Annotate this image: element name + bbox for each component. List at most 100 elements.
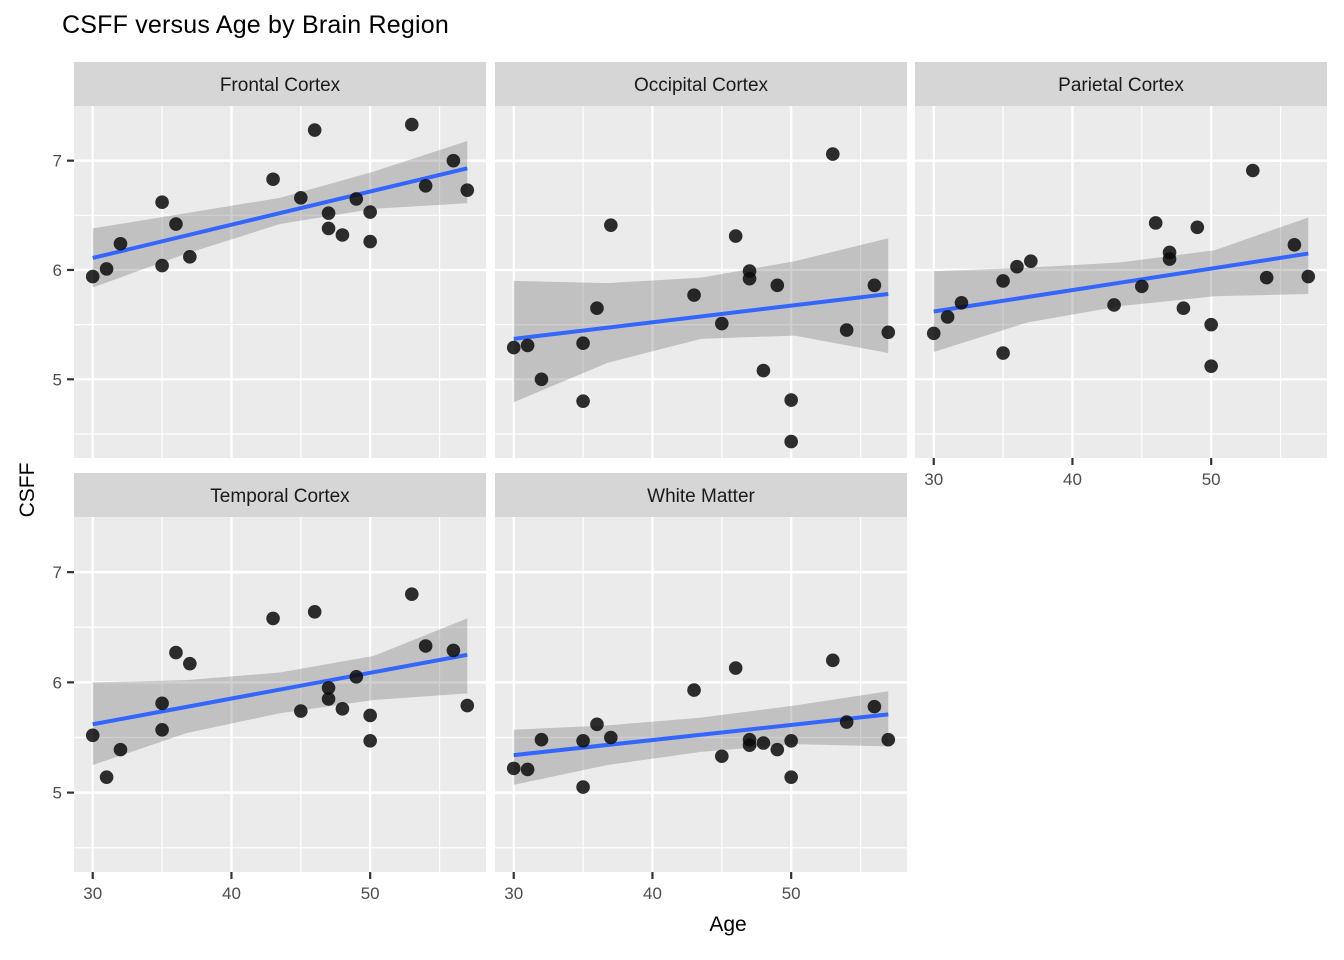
panel-background <box>495 517 907 872</box>
x-tick-label: 50 <box>361 884 380 903</box>
facet-white-matter: White Matter 30 40 50 <box>495 473 907 903</box>
data-point <box>1024 254 1038 269</box>
data-point <box>839 715 854 729</box>
data-point <box>321 206 336 220</box>
x-tick-label: 50 <box>782 884 801 903</box>
data-point <box>881 325 896 340</box>
facet-strip <box>74 62 486 106</box>
x-tick-label: 40 <box>643 884 662 903</box>
data-point <box>520 338 535 353</box>
data-point <box>576 734 590 748</box>
confidence-band <box>933 217 1309 352</box>
data-point <box>113 236 128 251</box>
data-point <box>266 172 280 187</box>
data-point <box>954 295 969 310</box>
data-point <box>85 728 100 743</box>
data-point <box>996 346 1010 360</box>
data-point <box>784 393 798 407</box>
panel-background <box>74 106 486 458</box>
data-point <box>183 250 197 264</box>
facet-strip <box>495 473 907 517</box>
data-point <box>363 734 377 748</box>
facet-temporal-cortex: Temporal Cortex 30 40 50 <box>74 473 486 903</box>
regression-line <box>933 251 1309 314</box>
data-point <box>1190 220 1205 235</box>
data-point <box>155 696 169 711</box>
y-tick-label: 7 <box>53 152 62 171</box>
data-point <box>183 656 197 671</box>
x-tick-label: 30 <box>924 470 943 489</box>
data-point <box>576 780 590 794</box>
y-tick-label: 5 <box>53 370 62 389</box>
data-point <box>307 605 322 619</box>
data-point <box>1176 301 1191 316</box>
data-point <box>349 192 364 206</box>
data-point <box>728 661 743 675</box>
regression-line <box>513 712 889 758</box>
data-point <box>715 316 729 331</box>
facet-parietal-cortex: Parietal Cortex 30 40 50 <box>915 62 1327 489</box>
x-tick-label: 40 <box>222 884 241 903</box>
data-point <box>784 734 798 748</box>
facet-strip-label: Frontal Cortex <box>220 75 341 96</box>
data-point <box>1162 252 1177 266</box>
facet-strip <box>74 473 486 517</box>
data-point <box>1107 298 1121 312</box>
data-point <box>418 639 433 653</box>
data-point <box>604 218 618 232</box>
data-point <box>294 704 308 718</box>
data-point <box>1301 269 1316 284</box>
data-point <box>307 123 322 137</box>
data-point <box>99 770 114 784</box>
data-point <box>349 670 364 684</box>
data-point <box>1010 259 1024 274</box>
y-tick-label: 6 <box>53 673 62 692</box>
confidence-band <box>513 238 889 403</box>
facet-strip <box>495 62 907 106</box>
regression-line <box>92 166 468 260</box>
x-tick-label: 30 <box>83 884 102 903</box>
data-point <box>534 732 549 747</box>
data-point <box>321 681 336 695</box>
data-point <box>784 434 798 449</box>
data-point <box>1135 279 1149 294</box>
data-point <box>335 702 350 716</box>
data-point <box>784 770 798 784</box>
data-point <box>576 394 590 408</box>
data-point <box>756 736 771 750</box>
data-point <box>825 653 840 668</box>
data-point <box>687 288 701 302</box>
data-point <box>604 730 618 745</box>
y-tick-label: 5 <box>53 784 62 803</box>
data-point <box>715 749 729 764</box>
confidence-band <box>513 691 889 785</box>
data-point <box>155 195 169 209</box>
data-point <box>363 205 377 219</box>
chart-title: CSFF versus Age by Brain Region <box>62 11 449 39</box>
data-point <box>294 191 308 205</box>
confidence-band <box>92 618 468 766</box>
data-point <box>113 742 128 757</box>
facet-strip-label: Occipital Cortex <box>634 75 769 96</box>
panel-background <box>74 517 486 872</box>
facet-strip-label: Temporal Cortex <box>210 486 350 507</box>
facet-occipital-cortex: Occipital Cortex <box>495 62 907 458</box>
data-point <box>1287 238 1302 252</box>
y-axis-title: CSFF <box>16 462 39 518</box>
data-point <box>839 323 854 337</box>
data-point <box>996 274 1010 288</box>
data-point <box>1148 216 1163 230</box>
data-point <box>520 762 535 777</box>
data-point <box>169 217 183 231</box>
data-point <box>266 611 280 626</box>
data-point <box>926 326 941 341</box>
x-tick-label: 30 <box>504 884 523 903</box>
data-point <box>770 742 785 757</box>
data-point <box>590 717 604 732</box>
y-tick-label: 6 <box>53 261 62 280</box>
data-point <box>687 683 701 697</box>
data-point <box>867 278 882 293</box>
x-axis-title: Age <box>0 913 1344 937</box>
data-point <box>155 258 169 273</box>
